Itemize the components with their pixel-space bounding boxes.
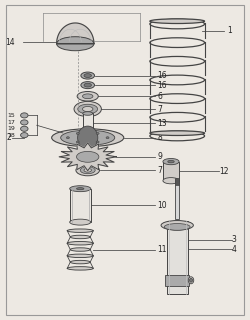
Text: 7: 7 <box>157 105 162 114</box>
Ellipse shape <box>84 74 92 77</box>
Ellipse shape <box>81 82 94 89</box>
Ellipse shape <box>83 132 93 135</box>
Text: 17: 17 <box>7 120 15 125</box>
Ellipse shape <box>76 164 100 176</box>
Ellipse shape <box>84 168 92 172</box>
Polygon shape <box>57 23 94 44</box>
Text: 11: 11 <box>157 245 167 254</box>
Text: 2: 2 <box>7 133 12 142</box>
Ellipse shape <box>83 112 93 115</box>
Text: 4: 4 <box>232 245 237 254</box>
Ellipse shape <box>78 126 98 149</box>
Text: 10: 10 <box>157 201 167 210</box>
Ellipse shape <box>52 129 124 147</box>
Bar <box>163 162 179 181</box>
Ellipse shape <box>76 141 79 143</box>
Text: 7: 7 <box>157 166 162 175</box>
Ellipse shape <box>96 141 99 143</box>
Ellipse shape <box>70 219 91 225</box>
Text: 14: 14 <box>6 38 15 47</box>
Ellipse shape <box>150 19 204 23</box>
Text: 18: 18 <box>7 133 15 138</box>
Ellipse shape <box>76 132 79 134</box>
Ellipse shape <box>57 37 94 51</box>
Ellipse shape <box>61 130 115 145</box>
Ellipse shape <box>70 235 90 239</box>
Bar <box>166 275 189 286</box>
Bar <box>70 189 91 222</box>
Ellipse shape <box>20 113 28 118</box>
Ellipse shape <box>70 248 90 251</box>
Ellipse shape <box>82 107 93 112</box>
Ellipse shape <box>82 94 93 99</box>
Text: 8: 8 <box>157 133 162 142</box>
Ellipse shape <box>66 137 69 139</box>
Ellipse shape <box>190 278 192 282</box>
Ellipse shape <box>163 158 179 165</box>
Ellipse shape <box>81 72 94 79</box>
Ellipse shape <box>76 188 84 190</box>
Ellipse shape <box>78 104 98 114</box>
Ellipse shape <box>96 132 99 134</box>
Text: 9: 9 <box>157 152 162 161</box>
Ellipse shape <box>70 260 90 264</box>
Ellipse shape <box>80 167 95 174</box>
Ellipse shape <box>84 83 92 87</box>
Text: 19: 19 <box>7 126 15 131</box>
Text: 16: 16 <box>157 71 167 80</box>
Ellipse shape <box>74 101 102 117</box>
Ellipse shape <box>67 229 93 232</box>
Ellipse shape <box>20 132 28 138</box>
Polygon shape <box>59 143 116 171</box>
Ellipse shape <box>67 254 93 258</box>
Ellipse shape <box>20 120 28 125</box>
Ellipse shape <box>67 267 93 270</box>
Ellipse shape <box>150 131 204 135</box>
Ellipse shape <box>163 178 179 184</box>
Bar <box>167 220 188 294</box>
Ellipse shape <box>70 186 91 192</box>
Text: 13: 13 <box>157 119 167 128</box>
Ellipse shape <box>164 224 190 230</box>
Ellipse shape <box>67 242 93 245</box>
Ellipse shape <box>168 160 174 163</box>
Bar <box>83 114 93 133</box>
Ellipse shape <box>106 137 109 139</box>
Text: 3: 3 <box>232 235 237 244</box>
Text: 6: 6 <box>157 92 162 101</box>
Text: 12: 12 <box>220 167 229 176</box>
Bar <box>175 178 180 185</box>
Ellipse shape <box>188 277 194 284</box>
Ellipse shape <box>161 220 193 230</box>
Ellipse shape <box>20 126 28 131</box>
Ellipse shape <box>77 92 98 101</box>
Text: 16: 16 <box>157 81 167 90</box>
Text: 1: 1 <box>227 26 232 35</box>
Ellipse shape <box>76 151 99 162</box>
Text: 15: 15 <box>7 113 15 118</box>
Bar <box>175 179 180 219</box>
